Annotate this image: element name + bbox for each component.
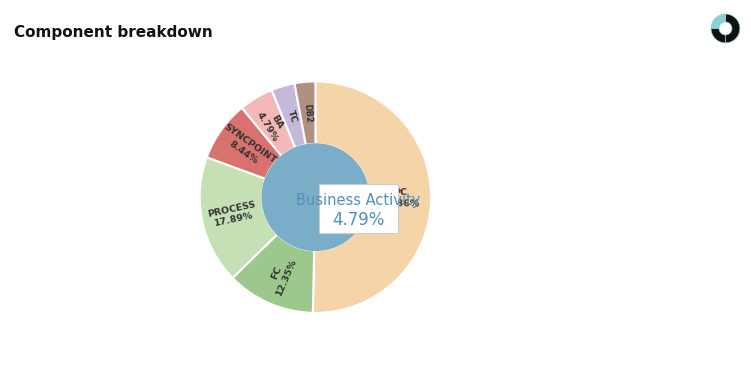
Wedge shape [242, 90, 295, 156]
Text: BA
4.79%: BA 4.79% [255, 106, 289, 144]
Wedge shape [272, 83, 306, 148]
Text: DB2: DB2 [303, 103, 313, 123]
Wedge shape [207, 108, 282, 179]
Wedge shape [711, 28, 725, 43]
Wedge shape [725, 14, 740, 43]
Text: 4.79%: 4.79% [332, 211, 385, 229]
Wedge shape [294, 81, 315, 145]
FancyBboxPatch shape [319, 185, 397, 233]
Text: TC: TC [285, 109, 298, 124]
Text: PC
50.36%: PC 50.36% [380, 188, 420, 208]
Wedge shape [233, 234, 314, 313]
Text: SYNCPOINT
8.44%: SYNCPOINT 8.44% [216, 122, 277, 174]
Text: Business Activity: Business Activity [296, 193, 421, 208]
Wedge shape [313, 81, 431, 313]
Text: PROCESS
17.89%: PROCESS 17.89% [207, 200, 259, 230]
Text: FC
12.35%: FC 12.35% [265, 253, 298, 296]
Wedge shape [711, 14, 725, 28]
Text: Component breakdown: Component breakdown [14, 25, 213, 40]
Wedge shape [200, 157, 277, 278]
Circle shape [262, 144, 369, 250]
